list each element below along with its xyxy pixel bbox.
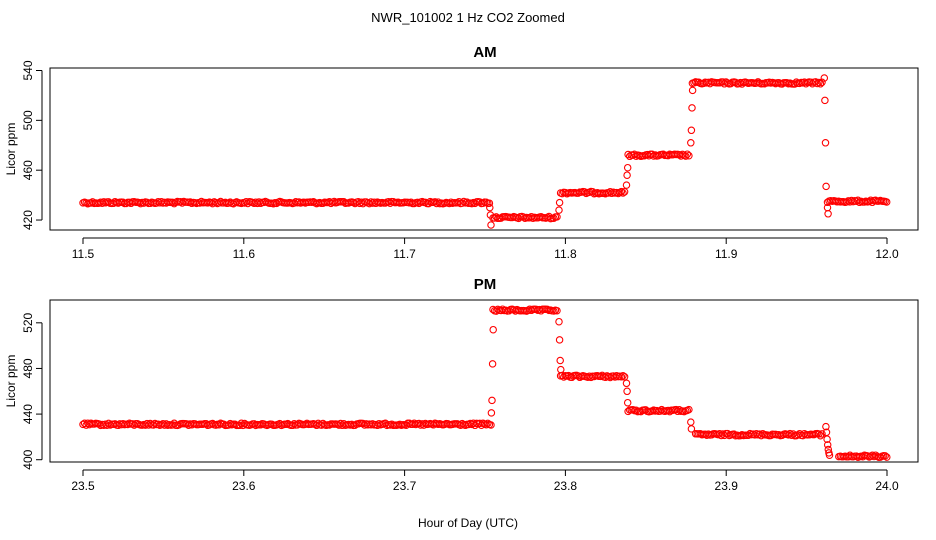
pm-transition-point [623,398,632,407]
pm-panel: PM Licor ppm 23.5 23.6 23.7 23.8 23.9 24.0 40… [4,276,919,493]
pm-y-axis-label: Licor ppm [4,355,18,408]
pm-y-axis: 400 440 480 520 [21,312,43,470]
am-data-point [813,79,821,88]
am-panel-title: AM [473,44,496,61]
pm-data-point [883,453,891,461]
pm-data-point [482,420,490,429]
am-plot-frame [49,67,919,231]
figure-title: NWR_101002 1 Hz CO2 Zoomed [371,10,565,25]
pm-x-tick-label: 24.0 [875,479,899,493]
am-transition-point [821,139,830,147]
pm-transition-point [823,435,831,443]
pm-data-point [620,373,629,381]
pm-transition-point [556,356,564,365]
pm-transition-point [488,360,497,368]
pm-panel-title: PM [474,276,497,293]
pm-x-tick-label: 23.7 [393,479,417,493]
am-data-point [683,150,692,158]
pm-transition-point [487,409,496,417]
pm-data-point [816,431,825,440]
pm-x-tick-label: 23.5 [71,479,95,493]
pm-transition-point [489,325,497,334]
am-transition-point [622,181,631,189]
pm-x-tick-label: 23.8 [554,479,578,493]
am-data-point [882,198,891,206]
am-x-tick-label: 11.6 [233,247,256,261]
pm-y-tick-label: 480 [21,358,35,378]
pm-data-point [818,430,826,438]
am-transition-point [820,74,829,82]
am-y-axis: 420 460 500 540 [21,60,43,230]
am-transition-point [623,163,632,172]
am-y-tick-label: 420 [21,210,35,230]
pm-data-point [619,372,627,380]
am-y-tick-label: 540 [21,60,35,80]
am-x-tick-label: 12.0 [875,247,899,261]
am-transition-point [555,206,563,214]
pm-data-point [617,373,626,381]
am-x-tick-label: 11.7 [393,247,416,261]
am-data-point [617,187,626,196]
pm-data-point [553,306,561,315]
pm-x-tick-label: 23.6 [232,479,256,493]
pm-y-tick-label: 400 [21,449,35,469]
am-transition-point [555,198,564,207]
am-data-points [79,74,891,229]
pm-transition-point [823,441,832,449]
am-y-tick-label: 460 [21,160,35,180]
am-data-point [681,152,690,160]
am-data-point [485,199,494,207]
am-data-point [620,188,629,196]
am-transition-point [487,221,495,229]
am-transition-point [822,182,830,191]
pm-transition-point [825,451,834,459]
am-transition-point [623,171,631,179]
x-axis-label: Hour of Day (UTC) [418,516,518,530]
am-data-point [482,198,490,206]
am-x-tick-label: 11.5 [72,247,95,261]
am-x-tick-label: 11.8 [554,247,577,261]
am-data-point [630,150,639,159]
pm-transition-point [622,379,631,388]
am-transition-point [688,104,696,112]
pm-data-point [815,430,823,438]
am-data-point [818,78,826,87]
pm-transition-point [488,396,496,405]
pm-data-point [881,452,889,460]
pm-data-points [79,305,891,461]
am-transition-point [687,126,696,135]
pm-transition-point [687,425,696,433]
am-transition-point [688,86,697,95]
pm-transition-point [623,387,631,396]
pm-plot-frame [49,299,919,463]
pm-data-point [487,421,495,429]
am-data-point [816,80,825,88]
am-data-point [815,78,823,87]
am-data-point [619,189,627,197]
pm-transition-point [555,336,564,344]
pm-y-tick-label: 440 [21,404,35,424]
pm-transition-point [555,317,563,326]
am-x-axis: 11.5 11.6 11.7 11.8 11.9 12.0 [72,237,899,261]
am-transition-point [687,139,695,147]
am-transition-point [486,203,494,212]
am-y-tick-label: 500 [21,110,35,130]
am-transition-point [821,96,829,105]
pm-transition-point [557,365,565,374]
pm-data-point [786,429,794,438]
am-x-tick-label: 11.9 [715,247,738,261]
pm-y-tick-label: 520 [21,312,35,332]
am-data-point [553,213,561,221]
am-y-axis-label: Licor ppm [4,123,18,176]
pm-data-point [685,405,693,414]
pm-x-axis: 23.5 23.6 23.7 23.8 23.9 24.0 [71,469,899,493]
am-panel: AM Licor ppm 11.5 11.6 11.7 11.8 11.9 12.0 42… [4,44,919,261]
pm-transition-point [687,418,695,426]
pm-x-tick-label: 23.9 [715,479,739,493]
am-transition-point [824,210,832,218]
am-data-point [685,151,693,160]
pm-transition-point [822,422,830,431]
am-transition-point [486,211,495,219]
